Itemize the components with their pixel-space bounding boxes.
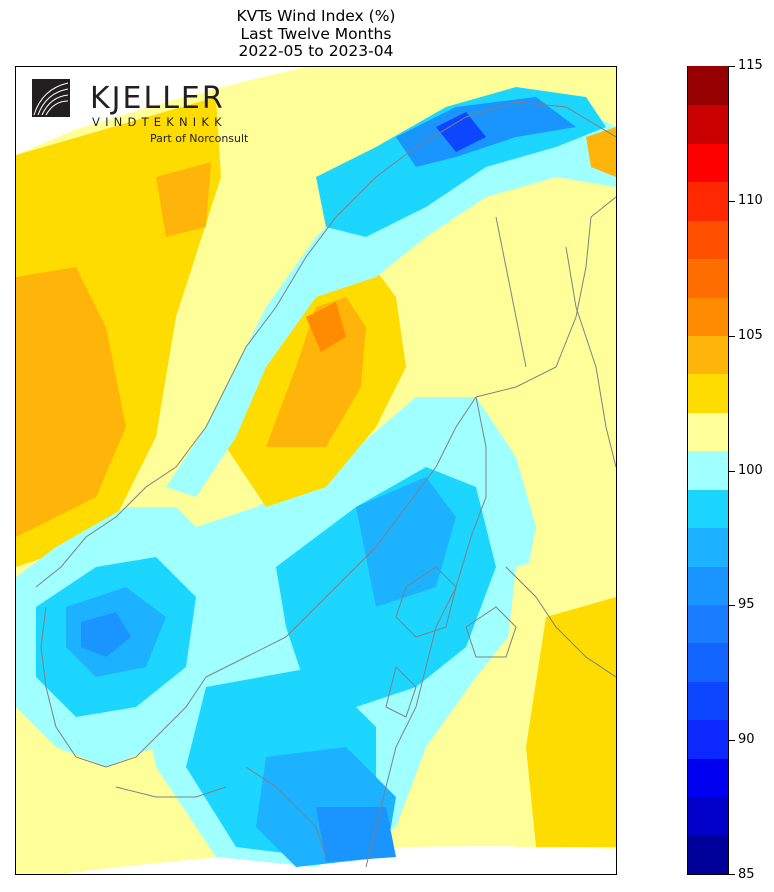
title-line-1: KVTs Wind Index (%) xyxy=(236,7,396,25)
title-line-2: Last Twelve Months xyxy=(240,24,392,43)
logo-wordmark: KJELLER xyxy=(90,81,225,116)
colorbar-tick-label: 105 xyxy=(738,327,763,343)
colorbar-tick xyxy=(729,200,735,202)
southeast-yellow xyxy=(526,597,616,847)
colorbar-segment xyxy=(688,143,728,183)
colorbar-tick xyxy=(729,335,735,337)
colorbar-tick-label: 110 xyxy=(738,192,763,208)
colorbar-tick xyxy=(729,874,735,875)
ridge-orange-dark-patch xyxy=(306,302,346,352)
colorbar-segment xyxy=(688,681,728,721)
colorbar-segment xyxy=(688,181,728,221)
colorbar-segment xyxy=(688,412,728,452)
colorbar-tick-label: 95 xyxy=(738,597,755,613)
map-title: KVTs Wind Index (%) Last Twelve Months 2… xyxy=(15,7,617,61)
colorbar-tick-label: 85 xyxy=(738,867,755,882)
colorbar-segment xyxy=(688,566,728,605)
colorbar-segment xyxy=(688,835,728,874)
colorbar-tick xyxy=(729,740,735,742)
colorbar-segment xyxy=(688,258,728,298)
no-data-top-left xyxy=(16,67,306,155)
wind-index-map: KJELLER VINDTEKNIKK Part of Norconsult xyxy=(15,66,617,875)
colorbar-segment xyxy=(688,450,728,490)
colorbar-segment xyxy=(688,489,728,529)
colorbar-segment xyxy=(688,104,728,144)
east-yellow-light xyxy=(536,187,616,487)
colorbar-tick-label: 100 xyxy=(738,462,763,478)
colorbar-tick xyxy=(729,66,735,67)
colorbar-segment xyxy=(688,527,728,567)
colorbar-segment xyxy=(688,297,728,336)
colorbar-segment xyxy=(688,66,728,106)
logo-subtitle: VINDTEKNIKK xyxy=(92,115,227,129)
logo-tagline: Part of Norconsult xyxy=(150,132,249,145)
title-line-3: 2022-05 to 2023-04 xyxy=(238,42,394,60)
colorbar-tick xyxy=(729,470,735,472)
logo-swoosh-icon xyxy=(33,82,69,116)
colorbar-segment xyxy=(688,642,728,682)
colorbar-segment xyxy=(688,719,728,759)
colorbar-segment xyxy=(688,604,728,644)
south-blue-region xyxy=(316,807,396,862)
colorbar-segment xyxy=(688,796,728,836)
map-canvas xyxy=(16,67,616,874)
north-blue-dark-patch xyxy=(436,112,486,152)
sea-orange-region xyxy=(16,267,126,537)
coastlines xyxy=(35,101,616,868)
sea-orange-patch xyxy=(156,162,211,237)
colorbar-tick xyxy=(729,605,735,607)
kjeller-logo-mark-icon xyxy=(32,79,70,117)
colorbar-tick-label: 115 xyxy=(738,58,763,73)
colorbar xyxy=(687,66,729,875)
colorbar-segment xyxy=(688,373,728,413)
south-norway-blue xyxy=(81,612,131,657)
northeast-orange-patch xyxy=(586,127,616,177)
colorbar-segment xyxy=(688,220,728,260)
land-blue-mid-region xyxy=(356,477,456,607)
colorbar-segment xyxy=(688,758,728,798)
colorbar-tick-label: 90 xyxy=(738,732,755,748)
north-blue-region xyxy=(396,97,576,167)
colorbar-segment xyxy=(688,335,728,375)
